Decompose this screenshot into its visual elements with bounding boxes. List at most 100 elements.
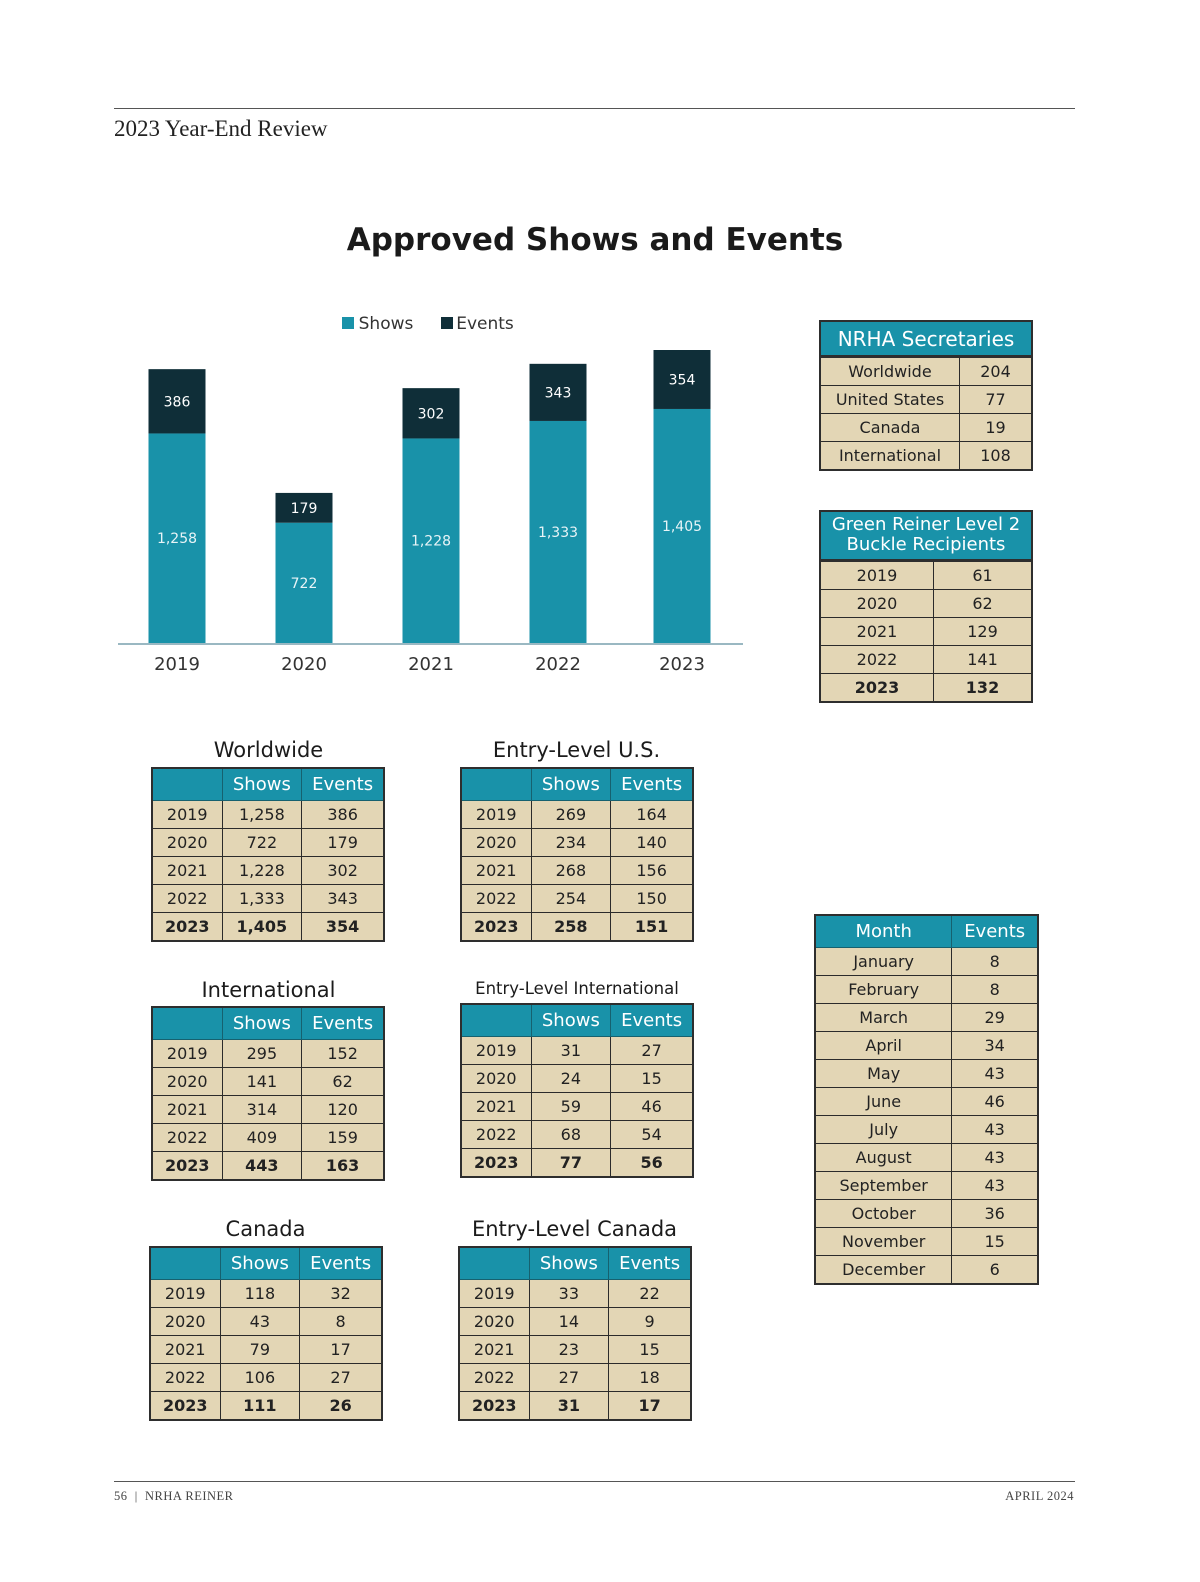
page-title: Approved Shows and Events [346,222,844,258]
value-cell: 31 [528,1391,610,1421]
x-tick-label: 2022 [535,654,581,675]
year-cell: 2019 [460,1036,532,1065]
bar-shows [148,433,206,643]
buckle-rows: 2019 61 2020 62 2021 129 2022 141 2023 132 [819,560,1033,703]
value-cell: 56 [610,1148,694,1178]
value-cell: 14 [528,1307,610,1336]
footer-issue-date: APRIL 2024 [1005,1489,1074,1503]
table-row: June 46 [814,1087,1039,1116]
footer-page-info: 56 | NRHA REINER [114,1489,234,1503]
header-row: Shows Events [151,767,385,801]
year-cell: 2020 [149,1307,221,1336]
column-header: Events [299,1246,383,1280]
value-cell: 23 [528,1335,610,1364]
table-row: 2023 111 26 [149,1391,383,1421]
table-row: 2019 33 22 [458,1279,692,1308]
bar-shows [529,420,587,643]
value-cell: 120 [301,1095,385,1124]
year-cell: 2022 [149,1363,221,1392]
table-row: 2021 129 [819,617,1033,646]
entry-us-table: Shows Events 2019 269 164 2020 234 140 2021 268 15… [460,767,694,942]
column-header: Events [610,767,694,801]
value-cell: 150 [610,884,694,913]
month-cell: May [814,1059,953,1088]
bar-events [653,350,711,409]
data-label-events: 354 [669,372,696,388]
table-row: November 15 [814,1227,1039,1256]
value-cell: 1,258 [221,800,303,829]
table-row: 2023 132 [819,673,1033,703]
value-cell: 179 [301,828,385,857]
header-blank [460,767,532,801]
secretaries-rows: Worldwide 204 United States 77 Canada 19 Inter… [819,356,1033,471]
table-row: July 43 [814,1115,1039,1144]
year-cell: 2021 [460,1092,532,1121]
value-cell: 62 [301,1067,385,1096]
year-cell: 2019 [149,1279,221,1308]
table-row: 2019 1,258 386 [151,800,385,829]
table-row: 2020 141 62 [151,1067,385,1096]
buckle-title-line1: Green Reiner Level 2 [831,514,1021,535]
year-cell: 2022 [460,884,532,913]
month-cell: November [814,1227,953,1256]
month-cell: April [814,1031,953,1060]
table-row: 2023 31 17 [458,1391,692,1421]
table-row: January 8 [814,947,1039,976]
value-cell: 269 [530,800,612,829]
value-cell: 59 [530,1092,612,1121]
table-row: 2020 24 15 [460,1064,694,1093]
month-cell: July [814,1115,953,1144]
table-row: 2022 141 [819,645,1033,674]
value-cell: 15 [608,1335,692,1364]
header-row: Shows Events [460,767,694,801]
year-cell: 2021 [151,1095,223,1124]
table-row: 2023 1,405 354 [151,912,385,942]
header-row: Month Events [814,914,1039,948]
value-cell: 15 [951,1227,1039,1256]
value-cell: 111 [219,1391,301,1421]
value-cell: 34 [951,1031,1039,1060]
value-cell: 15 [610,1064,694,1093]
label-cell: United States [819,385,960,414]
section-title: 2023 Year-End Review [114,116,328,141]
table-row: 2021 268 156 [460,856,694,885]
header-blank [149,1246,221,1280]
table-row: 2021 23 15 [458,1335,692,1364]
table-row: 2021 59 46 [460,1092,694,1121]
table-row: 2022 27 18 [458,1363,692,1392]
table-row: 2021 79 17 [149,1335,383,1364]
value-cell: 108 [959,441,1033,471]
bar-events [275,492,333,523]
table-row: 2020 234 140 [460,828,694,857]
month-cell: October [814,1199,953,1228]
table-row: 2019 118 32 [149,1279,383,1308]
value-cell: 258 [530,912,612,942]
data-label-shows: 1,228 [411,534,451,550]
x-tick-label: 2023 [659,654,705,675]
value-cell: 106 [219,1363,301,1392]
column-header: Shows [530,1003,612,1037]
data-label-shows: 1,258 [157,531,197,547]
value-cell: 43 [951,1143,1039,1172]
value-cell: 36 [951,1199,1039,1228]
label-cell: Worldwide [819,356,960,386]
column-header: Shows [528,1246,610,1280]
table-row: 2022 1,333 343 [151,884,385,913]
header-blank [460,1003,532,1037]
data-label-shows: 722 [291,576,318,592]
label-cell: Canada [819,413,960,442]
buckle-table: Green Reiner Level 2 Buckle Recipients 2… [819,510,1033,703]
year-cell: 2023 [458,1391,530,1421]
value-cell: 314 [221,1095,303,1124]
label-cell: International [819,441,960,471]
month-cell: March [814,1003,953,1032]
table-row: 2020 62 [819,589,1033,618]
table-row: 2019 31 27 [460,1036,694,1065]
legend-shows-label: Shows [359,314,414,334]
value-cell: 24 [530,1064,612,1093]
entry-international-title: Entry-Level International [475,979,679,998]
table-row: August 43 [814,1143,1039,1172]
bar-events [402,388,460,439]
year-cell: 2022 [460,1120,532,1149]
header-blank [151,1006,223,1040]
